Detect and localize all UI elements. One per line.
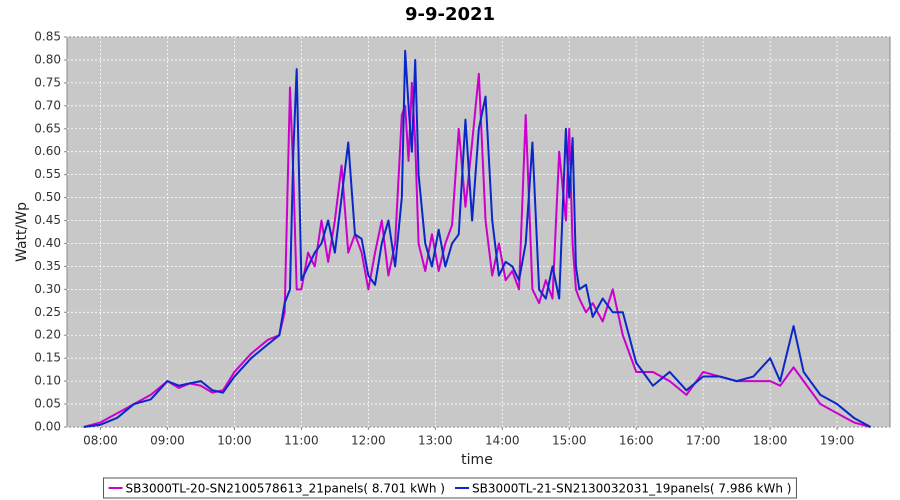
y-tick-label: 0.60	[34, 144, 61, 158]
y-tick-label: 0.65	[34, 121, 61, 135]
x-tick-label: 16:00	[619, 434, 654, 448]
y-tick-label: 0.05	[34, 397, 61, 411]
x-tick-label: 19:00	[820, 434, 855, 448]
legend-label: SB3000TL-21-SN2130032031_19panels( 7.986…	[472, 482, 791, 496]
y-tick-label: 0.80	[34, 52, 61, 66]
y-tick-label: 0.15	[34, 351, 61, 365]
chart-title: 9-9-2021	[405, 4, 495, 25]
y-tick-label: 0.40	[34, 236, 61, 250]
plot-area	[66, 36, 891, 428]
y-tick-label: 0.45	[34, 213, 61, 227]
y-tick-label: 0.75	[34, 75, 61, 89]
x-tick-label: 17:00	[686, 434, 721, 448]
x-tick-label: 12:00	[351, 434, 386, 448]
x-tick-label: 08:00	[83, 434, 118, 448]
y-tick-label: 0.25	[34, 305, 61, 319]
legend: SB3000TL-20-SN2100578613_21panels( 8.701…	[103, 477, 797, 499]
y-tick-label: 0.70	[34, 98, 61, 112]
x-tick-label: 10:00	[217, 434, 252, 448]
x-tick-label: 18:00	[753, 434, 788, 448]
legend-box	[103, 477, 797, 499]
x-tick-label: 14:00	[485, 434, 520, 448]
legend-label: SB3000TL-20-SN2100578613_21panels( 8.701…	[126, 482, 445, 496]
y-tick-label: 0.30	[34, 282, 61, 296]
x-axis-title: time	[461, 452, 493, 468]
y-tick-label: 0.35	[34, 259, 61, 273]
x-tick-label: 09:00	[150, 434, 185, 448]
y-tick-label: 0.85	[34, 30, 61, 44]
y-tick-label: 0.55	[34, 167, 61, 181]
y-axis-title: Watt/Wp	[14, 202, 30, 262]
x-tick-label: 15:00	[552, 434, 587, 448]
y-tick-label: 0.50	[34, 190, 61, 204]
x-tick-label: 13:00	[418, 434, 453, 448]
y-tick-label: 0.20	[34, 328, 61, 342]
series-line	[83, 49, 872, 428]
y-tick-label: 0.00	[34, 420, 61, 434]
x-tick-label: 11:00	[284, 434, 319, 448]
y-tick-label: 0.10	[34, 374, 61, 388]
